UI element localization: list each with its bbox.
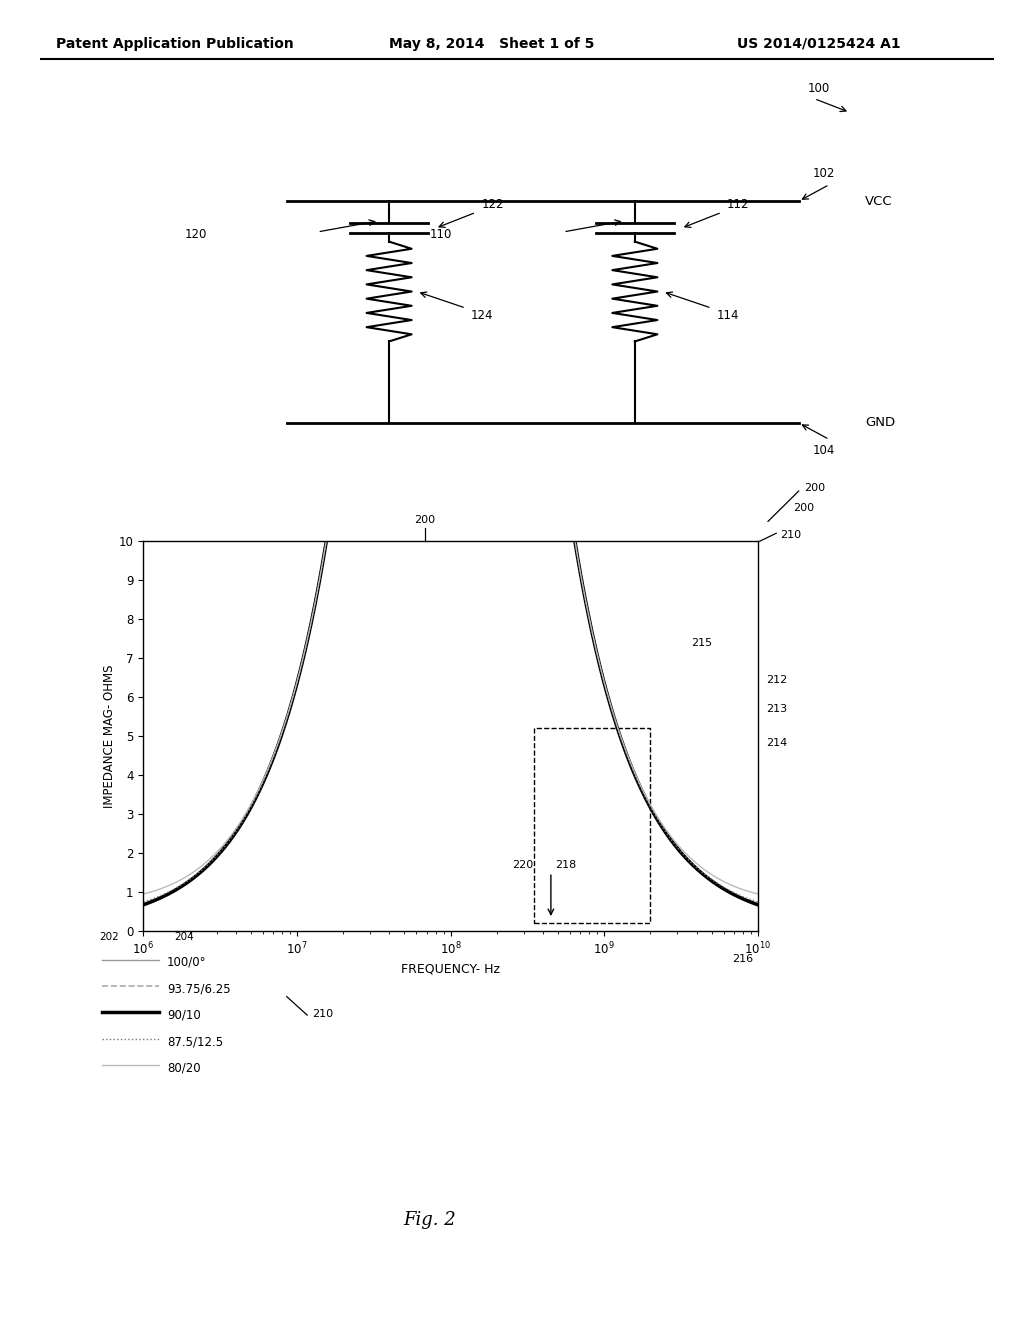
Text: VCC: VCC [865, 194, 893, 207]
Text: 200: 200 [415, 515, 435, 525]
Text: 110: 110 [430, 228, 453, 242]
Text: May 8, 2014   Sheet 1 of 5: May 8, 2014 Sheet 1 of 5 [389, 37, 595, 50]
Text: 93.75/6.25: 93.75/6.25 [167, 982, 230, 995]
Text: 200: 200 [804, 483, 825, 494]
Text: 202: 202 [99, 932, 119, 942]
Text: 216: 216 [732, 954, 754, 965]
Text: 112: 112 [727, 198, 750, 211]
Text: 210: 210 [312, 1008, 334, 1019]
Text: 212: 212 [766, 675, 787, 685]
Text: 200: 200 [794, 503, 815, 513]
Bar [535, 729, 650, 923]
Text: 102: 102 [813, 168, 836, 180]
Text: 80/20: 80/20 [167, 1061, 201, 1074]
Text: 215: 215 [691, 638, 713, 648]
Text: 218: 218 [555, 861, 577, 870]
Text: 104: 104 [813, 444, 836, 457]
Text: 204: 204 [174, 932, 194, 942]
Text: 120: 120 [184, 228, 207, 242]
Text: 213: 213 [766, 704, 787, 714]
Text: 122: 122 [481, 198, 504, 211]
X-axis label: FREQUENCY- Hz: FREQUENCY- Hz [401, 962, 500, 975]
Text: 114: 114 [717, 309, 739, 322]
Y-axis label: IMPEDANCE MAG- OHMS: IMPEDANCE MAG- OHMS [103, 664, 116, 808]
Text: 100/0°: 100/0° [167, 956, 207, 969]
Text: 87.5/12.5: 87.5/12.5 [167, 1035, 223, 1048]
Text: 210: 210 [780, 529, 802, 540]
Text: Patent Application Publication: Patent Application Publication [56, 37, 294, 50]
Text: Fig. 1: Fig. 1 [485, 558, 539, 576]
Text: 100: 100 [808, 82, 830, 95]
Text: 214: 214 [766, 738, 787, 748]
Text: US 2014/0125424 A1: US 2014/0125424 A1 [737, 37, 901, 50]
Text: Fig. 2: Fig. 2 [403, 1210, 457, 1229]
Text: 90/10: 90/10 [167, 1008, 201, 1022]
Text: GND: GND [865, 416, 895, 429]
Text: 124: 124 [471, 309, 494, 322]
Text: 220: 220 [512, 861, 532, 870]
